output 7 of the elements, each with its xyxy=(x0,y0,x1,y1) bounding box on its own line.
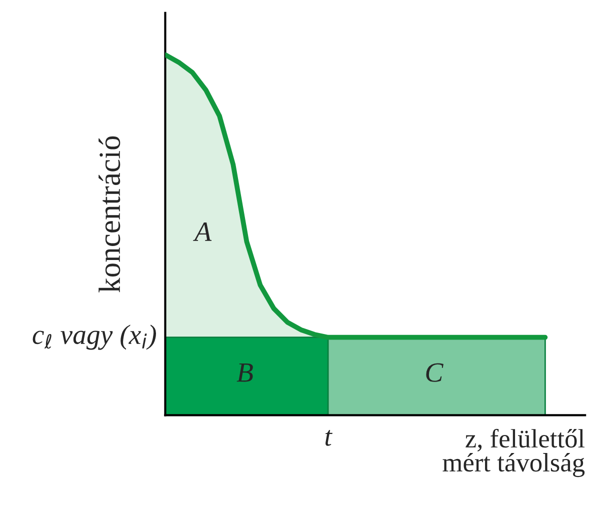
annotation: A xyxy=(193,222,212,241)
x-axis-title: z, felülettől mért távolság xyxy=(442,428,585,478)
y-axis-title: koncentráció xyxy=(98,136,120,292)
annotation: C xyxy=(426,363,444,382)
annotation: B xyxy=(236,363,253,382)
text: t xyxy=(325,430,332,446)
text: c$_{ℓ}$ vagy (x$_{i}$) xyxy=(32,324,156,350)
